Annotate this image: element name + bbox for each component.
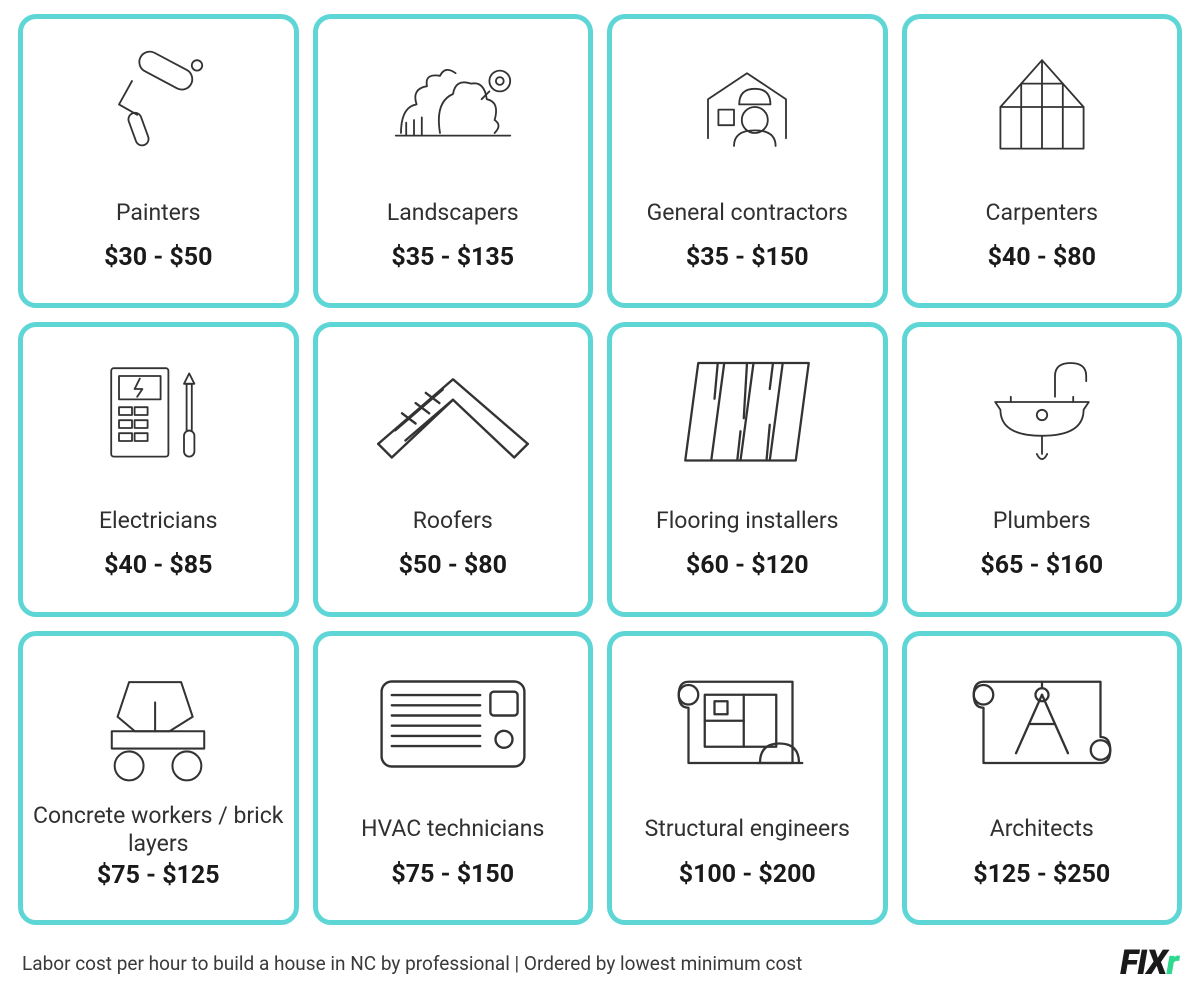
footer: Labor cost per hour to build a house in … [18, 925, 1182, 997]
card-label: HVAC technicians [361, 802, 544, 858]
card-price: $50 - $80 [399, 551, 507, 580]
electrical-panel-icon [33, 345, 284, 485]
flooring-icon [622, 345, 873, 485]
card-price: $40 - $85 [104, 551, 212, 580]
compass-plan-icon [917, 654, 1168, 794]
caption-text: Labor cost per hour to build a house in … [22, 952, 802, 975]
cost-cards-grid: Painters$30 - $50Landscapers$35 - $135Ge… [18, 14, 1182, 925]
card-price: $60 - $120 [686, 551, 809, 580]
cost-card: Landscapers$35 - $135 [313, 14, 594, 308]
cost-card: Roofers$50 - $80 [313, 322, 594, 616]
card-price: $75 - $150 [391, 860, 514, 889]
card-price: $30 - $50 [104, 243, 212, 272]
cost-card: Electricians$40 - $85 [18, 322, 299, 616]
sink-icon [917, 345, 1168, 485]
cost-card: Plumbers$65 - $160 [902, 322, 1183, 616]
cost-card: General contractors$35 - $150 [607, 14, 888, 308]
cost-card: Flooring installers$60 - $120 [607, 322, 888, 616]
carpentry-frame-icon [917, 37, 1168, 177]
card-label: Concrete workers / brick layers [33, 802, 284, 860]
fixr-logo: FIXr [1120, 943, 1178, 983]
card-label: Architects [990, 802, 1094, 858]
paint-roller-icon [33, 37, 284, 177]
card-label: Carpenters [986, 185, 1098, 241]
card-price: $40 - $80 [988, 243, 1096, 272]
cost-card: HVAC technicians$75 - $150 [313, 631, 594, 925]
roof-icon [328, 345, 579, 485]
card-label: Plumbers [993, 493, 1091, 549]
logo-text: FIX [1120, 943, 1166, 983]
card-label: Painters [116, 185, 201, 241]
card-label: Landscapers [387, 185, 519, 241]
cost-card: Concrete workers / brick layers$75 - $12… [18, 631, 299, 925]
cost-card: Painters$30 - $50 [18, 14, 299, 308]
card-price: $35 - $150 [686, 243, 809, 272]
card-label: Roofers [413, 493, 493, 549]
card-price: $125 - $250 [973, 860, 1110, 889]
cost-card: Carpenters$40 - $80 [902, 14, 1183, 308]
card-price: $75 - $125 [97, 861, 220, 890]
blueprint-icon [622, 654, 873, 794]
card-price: $65 - $160 [980, 551, 1103, 580]
card-price: $35 - $135 [391, 243, 514, 272]
contractor-icon [622, 37, 873, 177]
cement-mixer-icon [33, 654, 284, 794]
landscaping-icon [328, 37, 579, 177]
logo-accent: r [1166, 943, 1178, 983]
card-label: Electricians [99, 493, 218, 549]
card-price: $100 - $200 [679, 860, 816, 889]
hvac-unit-icon [328, 654, 579, 794]
cost-card: Structural engineers$100 - $200 [607, 631, 888, 925]
card-label: Flooring installers [656, 493, 839, 549]
card-label: Structural engineers [645, 802, 850, 858]
cost-card: Architects$125 - $250 [902, 631, 1183, 925]
card-label: General contractors [647, 185, 848, 241]
